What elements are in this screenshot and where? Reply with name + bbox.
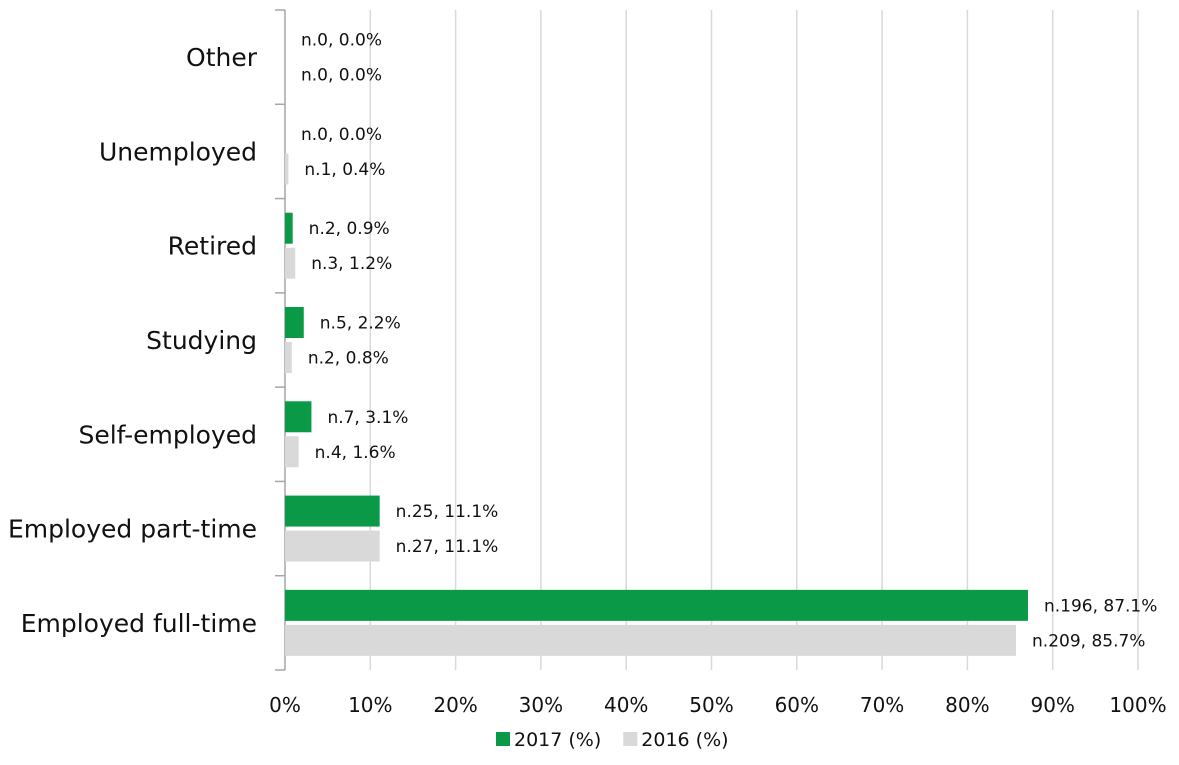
bar-2016	[285, 530, 380, 562]
y-axis	[275, 9, 286, 671]
category-label: Unemployed	[99, 137, 257, 166]
legend-label: 2016 (%)	[641, 729, 728, 751]
bar-2017	[285, 401, 312, 433]
category-label: Employed part-time	[8, 515, 257, 544]
data-label: n.0, 0.0%	[301, 66, 382, 86]
bar-2016	[285, 624, 1017, 656]
data-label: n.2, 0.8%	[308, 349, 389, 369]
x-tick-label: 90%	[1030, 693, 1074, 717]
data-label: n.4, 1.6%	[315, 443, 396, 463]
bars	[285, 153, 1028, 656]
bar-2017	[285, 495, 380, 527]
bar-2017	[285, 212, 293, 244]
data-label: n.7, 3.1%	[327, 408, 408, 428]
bar-2016	[285, 247, 296, 279]
legend-swatch	[623, 732, 638, 746]
x-tick-label: 40%	[604, 693, 648, 717]
data-label: n.0, 0.0%	[301, 31, 382, 51]
bar-2016	[285, 436, 299, 468]
x-tick-label: 50%	[689, 693, 733, 717]
data-label: n.0, 0.0%	[301, 125, 382, 145]
data-label: n.1, 0.4%	[304, 160, 385, 180]
data-label: n.5, 2.2%	[320, 314, 401, 334]
data-label: n.3, 1.2%	[311, 254, 392, 274]
data-labels: n.0, 0.0% n.0, 0.0% n.0, 0.0% n.1, 0.4% n.2,…	[301, 31, 1157, 652]
category-label: Other	[186, 43, 258, 72]
x-tick-label: 10%	[348, 693, 392, 717]
bar-2016	[285, 342, 292, 373]
x-tick-labels: 0% 10% 20% 30% 40% 50% 60% 70% 80% 90% 100%	[269, 693, 1166, 717]
gridlines	[369, 10, 1139, 670]
legend: 2017 (%) 2016 (%)	[496, 729, 729, 751]
bar-2016	[285, 153, 289, 185]
data-label: n.209, 85.7%	[1032, 631, 1145, 651]
x-tick-label: 60%	[775, 693, 819, 717]
bar-2017	[285, 589, 1028, 621]
bar-2017	[285, 307, 304, 338]
x-tick-label: 70%	[860, 693, 904, 717]
data-label: n.25, 11.1%	[396, 502, 499, 522]
x-tick-label: 0%	[269, 693, 301, 717]
x-tick-label: 20%	[433, 693, 477, 717]
category-labels: Other Unemployed Retired Studying Self-emplo…	[8, 43, 258, 638]
category-label: Employed full-time	[21, 609, 257, 638]
category-label: Studying	[146, 326, 257, 355]
data-label: n.196, 87.1%	[1044, 596, 1157, 616]
legend-label: 2017 (%)	[514, 729, 601, 751]
category-label: Retired	[168, 232, 257, 261]
data-label: n.2, 0.9%	[309, 219, 390, 239]
legend-swatch	[496, 732, 510, 746]
x-tick-label: 80%	[945, 693, 989, 717]
data-label: n.27, 11.1%	[396, 537, 499, 557]
x-tick-label: 100%	[1109, 693, 1166, 717]
x-tick-label: 30%	[519, 693, 563, 717]
category-label: Self-employed	[78, 420, 257, 449]
